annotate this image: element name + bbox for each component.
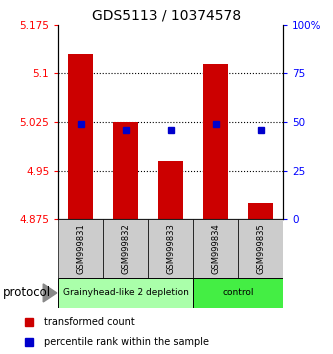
Text: GSM999834: GSM999834	[211, 223, 220, 274]
Text: GSM999833: GSM999833	[166, 223, 175, 274]
Bar	[193, 278, 283, 308]
Bar	[68, 54, 93, 219]
Text: control: control	[222, 289, 254, 297]
Bar	[58, 278, 193, 308]
Bar	[248, 203, 273, 219]
Text: GSM999835: GSM999835	[256, 223, 265, 274]
Text: protocol: protocol	[3, 286, 52, 299]
Text: GDS5113 / 10374578: GDS5113 / 10374578	[92, 9, 241, 23]
Text: GSM999831: GSM999831	[76, 223, 85, 274]
Text: GSM999832: GSM999832	[121, 223, 130, 274]
Bar	[113, 122, 138, 219]
Text: transformed count: transformed count	[44, 318, 135, 327]
Bar	[203, 64, 228, 219]
Bar	[58, 219, 103, 278]
Bar	[238, 219, 283, 278]
Bar	[158, 161, 183, 219]
Bar	[148, 219, 193, 278]
Polygon shape	[43, 284, 57, 302]
Text: percentile rank within the sample: percentile rank within the sample	[44, 337, 209, 347]
Bar	[103, 219, 148, 278]
Bar	[193, 219, 238, 278]
Text: Grainyhead-like 2 depletion: Grainyhead-like 2 depletion	[63, 289, 189, 297]
